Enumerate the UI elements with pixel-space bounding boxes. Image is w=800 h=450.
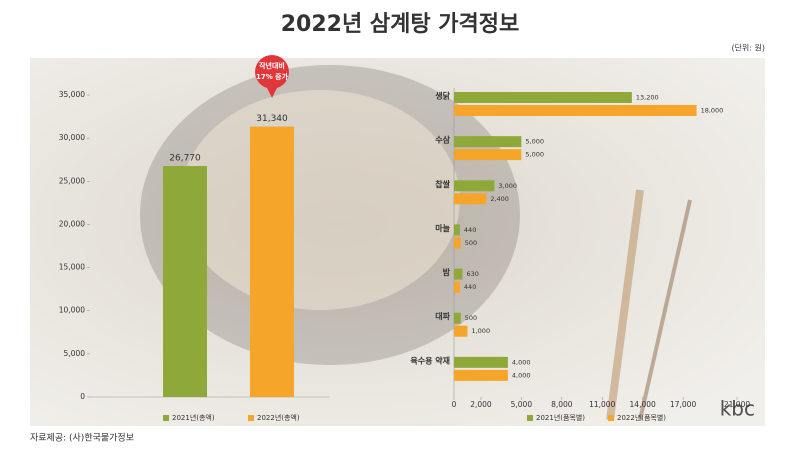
unit-note: (단위: 원) [731, 43, 765, 53]
legend-label: 2022년(품목별) [617, 413, 666, 422]
value-label: 1,000 [471, 327, 490, 335]
chopstick [638, 199, 692, 421]
value-label: 630 [466, 270, 478, 278]
legend-label: 2021년(총액) [172, 413, 215, 422]
value-label: 3,000 [498, 182, 517, 190]
bar [454, 149, 522, 161]
category-label: 생닭 [435, 91, 450, 101]
legend-swatch [248, 415, 254, 421]
category-label: 육수용 약재 [410, 355, 450, 365]
bar [454, 180, 495, 192]
source: 자료제공: (사)한국물가정보 [30, 433, 134, 444]
bar [454, 312, 461, 324]
bar [250, 126, 294, 398]
value-label: 4,000 [512, 371, 531, 379]
y-tick-label: 25,000 [59, 176, 85, 185]
y-tick-label: 20,000 [59, 219, 85, 228]
category-label: 찹쌀 [435, 179, 450, 189]
legend-label: 2022년(총액) [257, 413, 300, 422]
title: 2022년 삼계탕 가격정보 [281, 12, 519, 37]
value-label: 26,770 [169, 154, 201, 164]
value-label: 13,200 [636, 94, 659, 102]
legend-label: 2021년(품목별) [536, 413, 585, 422]
bar [454, 136, 522, 148]
annotation-bubble [255, 55, 289, 98]
category-label: 밤 [443, 267, 451, 277]
bar [454, 281, 460, 293]
legend-swatch [163, 415, 169, 421]
category-label: 대파 [435, 311, 450, 321]
x-tick-label: 5,000 [511, 400, 533, 409]
x-tick-label: 2,000 [470, 400, 492, 409]
value-label: 440 [464, 283, 476, 291]
value-label: 4,000 [512, 358, 531, 366]
watermark: kbc [720, 397, 755, 421]
value-label: 5,000 [525, 138, 544, 146]
y-tick-label: 35,000 [59, 90, 85, 99]
x-tick-label: 8,000 [551, 400, 573, 409]
value-label: 5,000 [525, 151, 544, 159]
bar [454, 369, 508, 381]
bar [454, 92, 632, 103]
x-tick-label: 21,000 [724, 400, 750, 409]
annotation-text: 작년대비 [259, 61, 285, 70]
bar [454, 224, 460, 236]
y-tick-label: 30,000 [59, 133, 85, 142]
x-tick-label: 14,000 [630, 400, 656, 409]
bar [163, 166, 207, 397]
x-tick-label: 17,000 [670, 400, 696, 409]
value-label: 500 [465, 239, 477, 247]
value-label: 500 [465, 314, 477, 322]
bar [454, 193, 487, 205]
legend-swatch [608, 415, 614, 421]
bar [454, 268, 463, 280]
spoon [606, 189, 644, 421]
bar [454, 105, 697, 116]
y-tick-label: 5,000 [64, 349, 86, 358]
x-tick-label: 11,000 [589, 400, 615, 409]
x-tick-label: 0 [452, 400, 457, 409]
legend-swatch [527, 415, 533, 421]
value-label: 440 [464, 226, 476, 234]
y-tick-label: 10,000 [59, 306, 85, 315]
y-tick-label: 15,000 [59, 263, 85, 272]
bar [454, 356, 508, 368]
value-label: 2,400 [490, 195, 509, 203]
value-label: 18,000 [701, 107, 724, 115]
bowl-content [180, 90, 460, 310]
bar [454, 325, 468, 337]
category-label: 수삼 [435, 135, 450, 145]
value-label: 31,340 [256, 114, 288, 124]
y-tick-label: 0 [80, 392, 85, 401]
bar [454, 237, 461, 249]
category-label: 마늘 [435, 223, 450, 233]
annotation-text: 17% 증가 [256, 72, 289, 81]
